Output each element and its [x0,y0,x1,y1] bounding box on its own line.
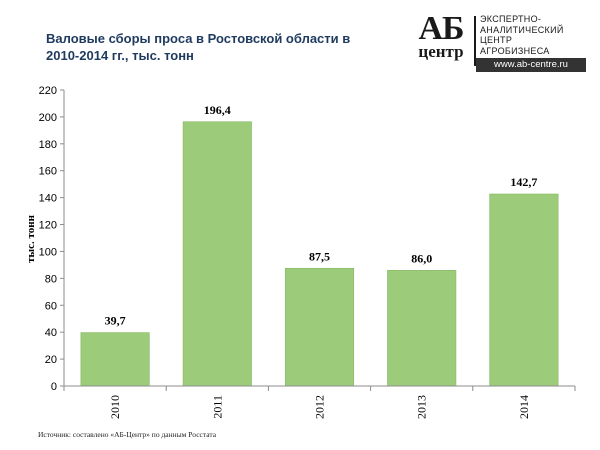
x-tick-label-2011: 2011 [210,395,224,419]
source-note: Источник: составлено «АБ-Центр» по данны… [38,430,217,439]
y-tick-label: 120 [39,220,57,232]
logo-divider [474,16,476,66]
y-tick-label: 140 [39,193,57,205]
ab-centre-logo: АБ центр ЭКСПЕРТНО- АНАЛИТИЧЕСКИЙ ЦЕНТР … [410,10,588,74]
y-axis: 0 20 40 60 80 100 120 140 160 180 200 220 [39,85,65,393]
chart-title: Валовые сборы проса в Ростовской области… [46,31,351,63]
bar-2010 [80,332,150,387]
x-axis: 2010 2011 2012 2013 2014 [63,385,576,419]
bar-2014 [489,193,559,387]
x-tick-label-2013: 2013 [415,395,429,419]
y-tick-label: 220 [39,85,57,97]
x-tick-label-2010: 2010 [108,395,122,419]
data-label-2010: 39,7 [105,314,126,328]
y-tick-label: 180 [39,139,57,151]
data-label-2011: 196,4 [204,103,231,117]
y-tick-label: 100 [39,246,57,258]
logo-line-2: АНАЛИТИЧЕСКИЙ [480,24,564,35]
x-tick-label-2012: 2012 [313,395,327,419]
y-tick-label: 40 [45,327,57,339]
data-label-2014: 142,7 [510,175,537,189]
logo-mark: АБ центр [410,10,472,64]
logo-mark-top: АБ [418,10,464,47]
bar-2013 [387,269,457,387]
y-tick-label: 20 [45,354,57,366]
data-label-2013: 86,0 [411,251,432,265]
data-label-2012: 87,5 [309,249,330,263]
y-tick-label: 200 [39,112,57,124]
bar-2012 [284,267,355,387]
y-tick-label: 160 [39,166,57,178]
logo-line-4: АГРОБИЗНЕСА [480,45,550,56]
logo-url: www.ab-centre.ru [476,58,586,72]
logo-line-3: ЦЕНТР [480,35,513,45]
x-tick-label-2014: 2014 [517,395,531,419]
logo-mark-bottom: центр [418,42,464,61]
bar-2011 [182,121,252,387]
logo-line-1: ЭКСПЕРТНО- [480,14,542,24]
y-tick-label: 60 [45,300,57,312]
logo-text: ЭКСПЕРТНО- АНАЛИТИЧЕСКИЙ ЦЕНТР АГРОБИЗНЕ… [480,14,588,56]
bars: 39,7 196,4 87,5 86,0 142,7 [80,103,559,387]
y-tick-label: 0 [51,381,57,393]
y-axis-label: тыс. тонн [25,214,37,262]
y-tick-label: 80 [45,273,57,285]
